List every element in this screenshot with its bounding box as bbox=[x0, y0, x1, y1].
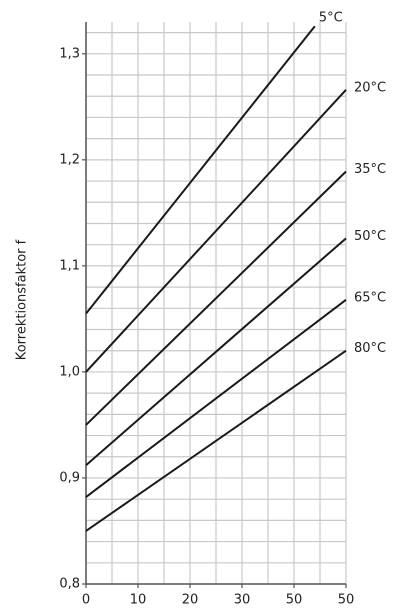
x-tick-label: 0 bbox=[82, 593, 90, 608]
y-tick-label: 0,8 bbox=[59, 577, 80, 592]
series-line bbox=[85, 170, 347, 426]
x-tick-label: 50 bbox=[338, 593, 355, 608]
series-label: 80°C bbox=[354, 341, 386, 356]
series-label: 50°C bbox=[354, 229, 386, 244]
series-line bbox=[85, 237, 347, 466]
y-tick-label: 1,0 bbox=[59, 364, 80, 379]
x-tick-label: 20 bbox=[182, 593, 199, 608]
x-tick-label: 50 bbox=[286, 593, 303, 608]
x-tick-label: 30 bbox=[234, 593, 251, 608]
y-tick-label: 0,9 bbox=[59, 470, 80, 485]
x-tick-label: 10 bbox=[130, 593, 147, 608]
y-tick-label: 1,2 bbox=[59, 152, 80, 167]
y-tick-label: 1,1 bbox=[59, 258, 80, 273]
series-label: 5°C bbox=[319, 11, 343, 26]
series-line bbox=[85, 299, 347, 498]
series-label: 65°C bbox=[354, 290, 386, 305]
series-label: 20°C bbox=[354, 80, 386, 95]
series-line bbox=[85, 349, 347, 532]
series-label: 35°C bbox=[354, 162, 386, 177]
series-line bbox=[85, 89, 347, 373]
y-tick-label: 1,3 bbox=[59, 46, 80, 61]
series-line bbox=[85, 25, 316, 315]
y-axis-label: Korrektionsfaktor f bbox=[15, 239, 30, 360]
